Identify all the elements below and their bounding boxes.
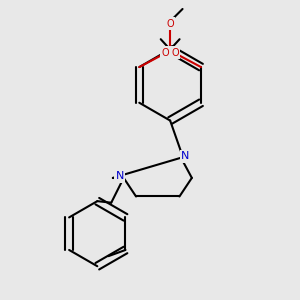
Text: O: O [161, 48, 169, 58]
Text: N: N [116, 171, 124, 181]
Text: N: N [181, 151, 189, 161]
Text: O: O [166, 19, 174, 29]
Text: O: O [172, 48, 179, 58]
